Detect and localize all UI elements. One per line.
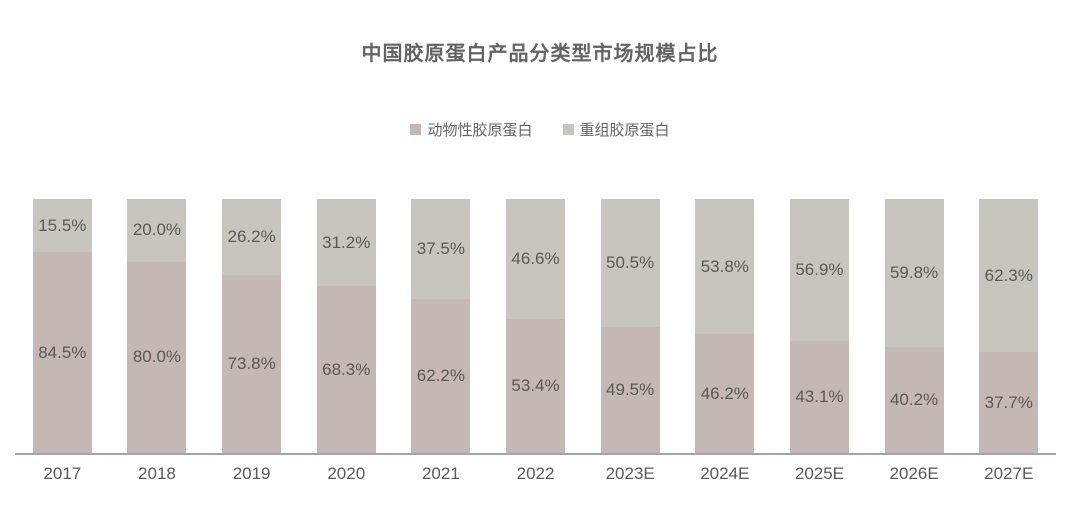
segment-recombinant: 46.6% [506,199,566,319]
chart-title: 中国胶原蛋白产品分类型市场规模占比 [361,43,719,65]
x-axis-label-2023E: 2023E [605,464,655,483]
x-axis: 2017 2018 2019 2020 2021 2022 2023E 2024E 2025E 2… [15,455,1056,484]
segment-animal-value-label: 68.3% [322,359,371,379]
plot-area: 15.5% 84.5% 20.0% 80.0% 26.2% 73.8% 31.2% 68.3%… [15,199,1056,455]
x-axis-label-2022: 2022 [516,464,555,483]
segment-recombinant: 62.3% [979,199,1039,353]
x-axis-label-2026E: 2026E [889,464,939,483]
legend: 动物性胶原蛋白 重组胶原蛋白 [0,119,1080,140]
x-axis-label-2020: 2020 [327,464,366,483]
bar-column-2019: 26.2% 73.8% [204,199,299,453]
x-axis-label-2019: 2019 [232,464,271,483]
segment-animal: 37.7% [979,352,1039,453]
segment-recombinant-value-label: 62.3% [984,265,1033,285]
segment-animal-value-label: 43.1% [795,386,844,406]
stacked-bar-2020: 31.2% 68.3% [316,199,376,453]
segment-animal: 68.3% [316,286,376,453]
bar-column-2027E: 62.3% 37.7% [961,199,1056,453]
segment-recombinant: 31.2% [316,199,376,287]
segment-recombinant: 53.8% [695,199,755,335]
segment-recombinant: 37.5% [411,199,471,300]
segment-animal-value-label: 84.5% [38,342,87,362]
segment-animal-value-label: 80.0% [132,347,182,367]
bar-column-2021: 37.5% 62.2% [394,199,489,453]
segment-recombinant-value-label: 56.9% [795,259,844,279]
bar-column-2024E: 53.8% 46.2% [677,199,772,453]
x-axis-label-2018: 2018 [138,464,176,483]
stacked-bar-2026E: 59.8% 40.2% [884,199,944,453]
segment-recombinant: 26.2% [222,199,282,276]
legend-label: 重组胶原蛋白 [579,121,670,139]
segment-animal-value-label: 49.5% [606,380,655,400]
x-axis-label-2027E: 2027E [984,464,1034,483]
stacked-bar-2018: 20.0% 80.0% [127,199,187,453]
x-axis-label-2024E: 2024E [700,464,750,483]
stacked-bar-2023E: 50.5% 49.5% [600,199,660,453]
segment-recombinant: 59.8% [884,199,944,347]
segment-animal-value-label: 62.2% [416,366,465,386]
segment-recombinant-value-label: 37.5% [416,239,465,259]
stacked-bar-2019: 26.2% 73.8% [222,199,282,453]
segment-animal-value-label: 37.7% [984,392,1033,412]
stacked-bar-2027E: 62.3% 37.7% [979,199,1039,453]
segment-recombinant-value-label: 53.8% [700,256,749,276]
segment-animal: 43.1% [789,340,849,453]
stacked-bar-2021: 37.5% 62.2% [411,199,471,453]
segment-animal: 84.5% [32,252,92,453]
stacked-bar-2025E: 56.9% 43.1% [789,199,849,453]
segment-recombinant: 20.0% [127,199,187,262]
segment-animal-value-label: 46.2% [700,383,749,403]
bar-column-2020: 31.2% 68.3% [299,199,394,453]
segment-animal: 46.2% [695,334,755,453]
segment-animal: 73.8% [222,275,282,453]
legend-item-1: 动物性胶原蛋白 [410,119,533,140]
segment-recombinant-value-label: 50.5% [606,253,655,273]
bar-column-2018: 20.0% 80.0% [110,199,205,453]
stacked-bar-2022: 46.6% 53.4% [506,199,566,453]
stacked-bar-2017: 15.5% 84.5% [32,199,92,453]
legend-item-2: 重组胶原蛋白 [562,119,670,140]
x-axis-label-2025E: 2025E [794,464,845,483]
x-axis-label-2017: 2017 [43,464,82,483]
segment-recombinant-value-label: 20.0% [132,220,182,240]
bar-column-2017: 15.5% 84.5% [15,199,110,453]
segment-recombinant: 50.5% [600,199,660,328]
bar-column-2022: 46.6% 53.4% [488,199,583,453]
segment-animal: 49.5% [600,327,660,453]
legend-swatch-icon [562,123,574,135]
segment-recombinant-value-label: 59.8% [889,262,939,282]
x-axis-label-2021: 2021 [421,464,460,483]
segment-animal: 40.2% [884,346,944,453]
segment-animal-value-label: 40.2% [889,389,939,409]
bar-column-2026E: 59.8% 40.2% [867,199,962,453]
bar-column-2023E: 50.5% 49.5% [583,199,678,453]
segment-recombinant: 56.9% [789,199,849,341]
segment-recombinant: 15.5% [32,199,92,253]
stacked-bar-2024E: 53.8% 46.2% [695,199,755,453]
segment-recombinant-value-label: 26.2% [227,227,276,247]
segment-recombinant-value-label: 15.5% [38,215,87,235]
segment-animal-value-label: 73.8% [227,354,276,374]
segment-animal: 62.2% [411,299,471,453]
segment-animal: 53.4% [506,318,566,453]
segment-animal-value-label: 53.4% [511,375,560,395]
bar-column-2025E: 56.9% 43.1% [772,199,867,453]
segment-recombinant-value-label: 46.6% [511,248,560,268]
legend-label: 动物性胶原蛋白 [427,121,533,139]
legend-swatch-icon [410,123,422,135]
segment-animal: 80.0% [127,261,187,453]
segment-recombinant-value-label: 31.2% [322,232,371,252]
